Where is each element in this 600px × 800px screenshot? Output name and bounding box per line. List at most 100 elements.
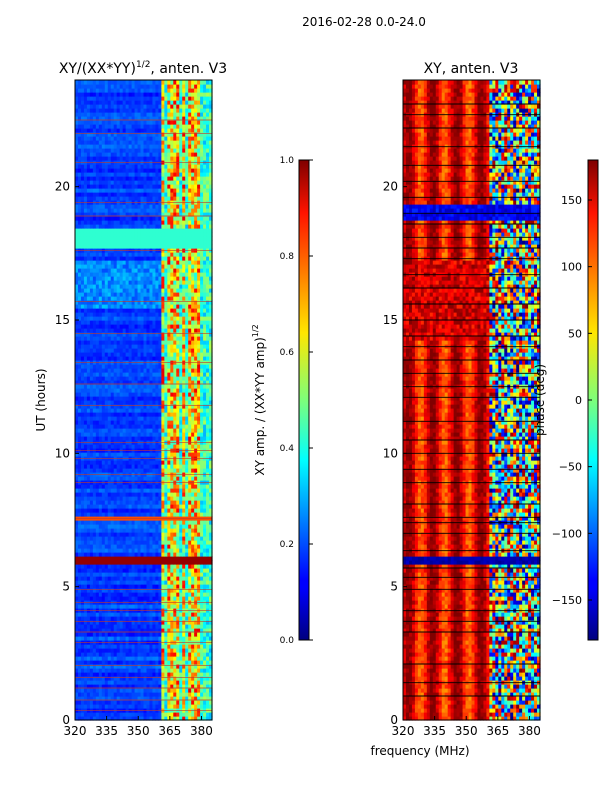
heat-cell [116,560,121,565]
heat-cell [191,516,195,521]
heat-cell [137,364,142,369]
heat-cell [164,500,168,505]
heat-cell [182,328,186,333]
heat-cell [119,492,124,497]
heat-cell [95,496,100,501]
heat-cell [185,528,189,533]
heat-cell [116,584,121,589]
heat-cell [140,664,145,669]
heat-cell [182,564,186,569]
heat-cell [167,320,171,325]
heat-cell [209,676,213,681]
heat-cell [176,540,180,545]
heat-cell [140,652,145,657]
heat-cell [143,568,148,573]
heat-cell [191,712,195,717]
heat-cell [75,488,79,493]
heat-cell [203,572,207,577]
heat-cell [119,432,124,437]
heat-cell [107,404,112,409]
heat-cell [116,692,121,697]
heat-cell [170,652,174,657]
heat-cell [113,316,118,321]
heat-cell [161,592,165,597]
heat-cell [179,540,183,545]
heat-cell [206,392,210,397]
heat-cell [75,572,79,577]
heat-cell [173,376,177,381]
heat-cell [86,688,91,693]
heat-cell [77,492,82,497]
heat-cell [128,628,133,633]
heat-cell [75,316,79,321]
heat-cell [140,388,145,393]
heat-cell [98,308,103,313]
heat-cell [182,620,186,625]
heat-cell [119,628,124,633]
heat-cell [167,616,171,621]
heat-cell [134,528,139,533]
heat-cell [131,404,136,409]
heat-cell [143,560,148,565]
heat-cell [75,284,79,289]
heat-cell [131,580,136,585]
heat-cell [125,676,130,681]
heat-cell [80,420,85,425]
heat-cell [104,416,109,421]
heat-cell [101,392,106,397]
heat-cell [107,400,112,405]
heat-cell [101,488,106,493]
heat-cell [113,704,118,709]
heat-cell [209,564,213,569]
heat-cell [107,468,112,473]
heat-cell [119,688,124,693]
heat-cell [191,436,195,441]
heat-cell [86,348,91,353]
heat-cell [83,324,88,329]
heat-cell [200,704,204,709]
heat-cell [146,588,151,593]
heat-cell [125,572,130,577]
heat-cell [143,292,148,297]
heat-cell [122,388,127,393]
heat-cell [185,364,189,369]
heat-cell [140,656,145,661]
heat-cell [182,292,186,297]
heat-cell [194,656,198,661]
heat-cell [92,420,97,425]
heat-cell [116,688,121,693]
heat-cell [179,380,183,385]
heat-cell [119,568,124,573]
heat-cell [191,372,195,377]
heat-cell [89,620,94,625]
heat-cell [188,528,192,533]
heat-cell [134,708,139,713]
heat-cell [113,684,118,689]
heat-cell [206,336,210,341]
heat-cell [119,696,124,701]
heat-cell [170,532,174,537]
heat-cell [140,564,145,569]
heat-cell [95,364,100,369]
heat-cell [140,492,145,497]
heat-cell [176,612,180,617]
heat-cell [152,652,157,657]
heat-cell [137,528,142,533]
heat-cell [125,372,130,377]
heat-cell [152,440,157,445]
heat-cell [80,548,85,553]
heat-cell [152,428,157,433]
heat-cell [98,360,103,365]
heat-cell [95,648,100,653]
heat-cell [149,640,154,645]
heat-cell [167,400,171,405]
heat-cell [92,444,97,449]
heat-cell [134,332,139,337]
heat-cell [83,384,88,389]
heat-cell [152,656,157,661]
heat-cell [167,696,171,701]
heat-cell [182,512,186,517]
heat-cell [95,384,100,389]
heat-cell [143,516,148,521]
heat-cell [176,668,180,673]
